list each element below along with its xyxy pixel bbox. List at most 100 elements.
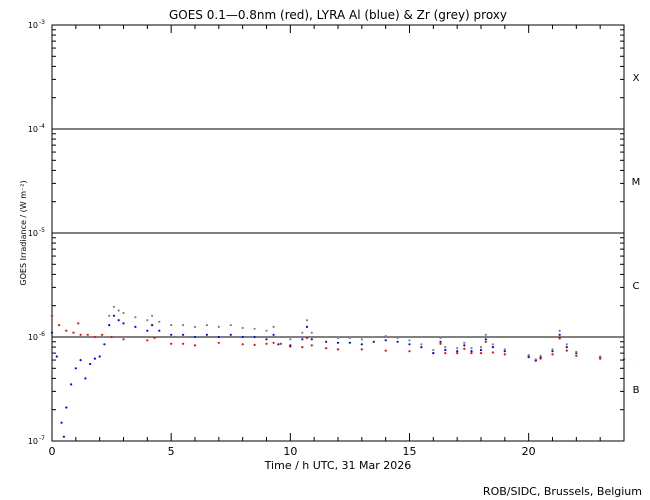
data-point	[170, 324, 173, 327]
data-point	[74, 367, 77, 370]
data-point	[193, 325, 197, 328]
data-point	[170, 342, 173, 345]
data-point	[229, 333, 232, 336]
x-axis-label: Time / h UTC, 31 Mar 2026	[264, 459, 412, 472]
data-point	[463, 344, 466, 347]
data-point	[348, 341, 351, 344]
data-point	[575, 350, 578, 353]
data-point	[384, 339, 387, 342]
data-point	[272, 333, 275, 336]
data-point	[503, 348, 506, 351]
data-point	[108, 324, 111, 327]
y-tick-exponent: -6	[39, 331, 45, 338]
data-point	[336, 341, 340, 344]
data-point	[479, 348, 483, 352]
data-point	[534, 358, 537, 361]
x-tick-label: 0	[49, 445, 56, 458]
data-point	[439, 336, 442, 339]
data-point	[241, 343, 244, 346]
data-point	[565, 349, 568, 352]
data-point	[72, 331, 75, 334]
data-point	[146, 329, 149, 332]
data-point	[193, 344, 197, 347]
data-point	[305, 319, 309, 322]
data-point	[265, 342, 268, 345]
data-point	[372, 340, 375, 343]
data-point	[182, 342, 185, 345]
data-point	[110, 335, 113, 339]
data-point	[360, 338, 363, 341]
data-point	[170, 333, 173, 336]
data-point	[205, 333, 208, 336]
y-axis-ticks: 10-710-610-510-410-3	[28, 19, 624, 446]
flare-class-label: M	[632, 177, 641, 188]
data-point	[289, 338, 292, 341]
data-point	[420, 343, 423, 346]
data-point	[217, 341, 220, 344]
y-tick-exponent: -4	[39, 123, 45, 130]
data-point	[134, 325, 137, 328]
x-tick-label: 5	[168, 445, 175, 458]
data-point	[527, 354, 530, 357]
data-point	[470, 352, 473, 355]
data-point	[470, 347, 473, 350]
data-point	[265, 338, 268, 341]
data-point	[253, 343, 256, 346]
data-point	[146, 319, 149, 322]
y-tick-label: 10	[28, 333, 38, 342]
data-point	[463, 341, 466, 344]
y-tick-label: 10	[28, 21, 38, 30]
data-point	[253, 327, 256, 330]
data-point	[456, 352, 459, 355]
data-point	[439, 342, 442, 345]
data-point	[558, 337, 561, 340]
data-point	[193, 335, 197, 339]
data-point	[439, 340, 442, 343]
data-point	[622, 356, 626, 359]
y-tick-label: 10	[28, 437, 38, 446]
series-1	[50, 314, 626, 438]
data-point	[432, 348, 435, 352]
data-point	[277, 343, 280, 346]
data-point	[229, 324, 232, 327]
data-point	[310, 344, 313, 347]
data-point	[241, 326, 244, 330]
data-point	[384, 349, 387, 352]
y-tick-label: 10	[28, 125, 38, 134]
footer-credit: ROB/SIDC, Brussels, Belgium	[483, 485, 642, 498]
data-point	[325, 340, 328, 343]
data-point	[558, 329, 561, 332]
data-point	[108, 314, 111, 317]
data-point	[241, 335, 244, 339]
data-point	[384, 335, 387, 338]
data-point	[336, 336, 340, 339]
x-tick-label: 10	[283, 445, 297, 458]
data-point	[408, 350, 411, 353]
data-point	[98, 355, 101, 358]
y-tick-exponent: -7	[39, 435, 45, 442]
flare-class-label: X	[633, 73, 640, 84]
data-point	[575, 354, 578, 357]
data-point	[372, 335, 375, 339]
x-tick-label: 15	[403, 445, 417, 458]
data-point	[117, 319, 120, 322]
data-point	[470, 350, 473, 353]
data-point	[479, 346, 483, 349]
data-point	[60, 421, 63, 424]
data-point	[182, 324, 185, 327]
data-point	[444, 346, 447, 349]
data-point	[279, 342, 282, 345]
data-point	[151, 324, 154, 327]
data-point	[558, 333, 561, 336]
data-point	[396, 340, 399, 343]
data-point	[325, 335, 328, 339]
data-point	[565, 346, 568, 349]
data-point	[79, 359, 82, 362]
data-point	[277, 335, 280, 339]
data-point	[265, 329, 268, 332]
chart-title: GOES 0.1—0.8nm (red), LYRA Al (blue) & Z…	[169, 8, 507, 22]
data-point	[205, 324, 208, 327]
data-point	[301, 331, 304, 334]
data-point	[432, 352, 435, 355]
data-point	[146, 339, 149, 342]
